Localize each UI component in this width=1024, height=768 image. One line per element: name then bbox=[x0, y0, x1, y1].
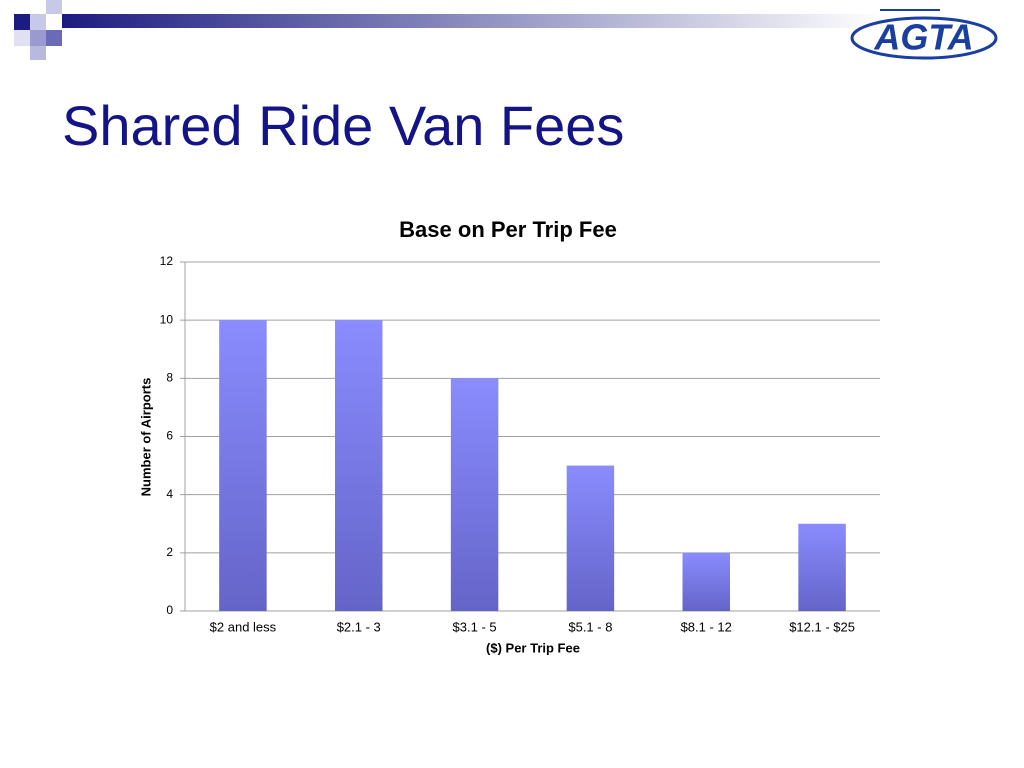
bar bbox=[335, 320, 383, 611]
bar bbox=[450, 378, 499, 611]
x-tick-label: $5.1 - 8 bbox=[568, 619, 612, 634]
x-tick-label: $12.1 - $25 bbox=[789, 619, 855, 634]
bar bbox=[682, 552, 730, 611]
slide-title: Shared Ride Van Fees bbox=[62, 94, 624, 157]
y-tick-label: 2 bbox=[166, 545, 173, 559]
y-tick-label: 8 bbox=[166, 371, 173, 385]
bar bbox=[798, 523, 846, 611]
y-tick-label: 10 bbox=[160, 312, 174, 326]
y-tick-label: 4 bbox=[166, 487, 173, 501]
x-axis-label: ($) Per Trip Fee bbox=[486, 640, 580, 655]
corner-decoration bbox=[14, 0, 882, 60]
y-tick-label: 6 bbox=[166, 429, 173, 443]
x-tick-label: $3.1 - 5 bbox=[453, 619, 497, 634]
bar bbox=[566, 465, 615, 611]
y-tick-label: 0 bbox=[166, 603, 173, 617]
bar bbox=[219, 320, 267, 611]
logo: AGTA bbox=[850, 9, 998, 60]
x-tick-label: $2.1 - 3 bbox=[337, 619, 381, 634]
y-tick-label: 12 bbox=[160, 254, 174, 268]
chart-title: Base on Per Trip Fee bbox=[399, 217, 617, 242]
x-tick-label: $2 and less bbox=[210, 619, 277, 634]
logo-text: AGTA bbox=[873, 17, 973, 58]
x-tick-label: $8.1 - 12 bbox=[681, 619, 732, 634]
y-axis-label: Number of Airports bbox=[138, 378, 153, 497]
